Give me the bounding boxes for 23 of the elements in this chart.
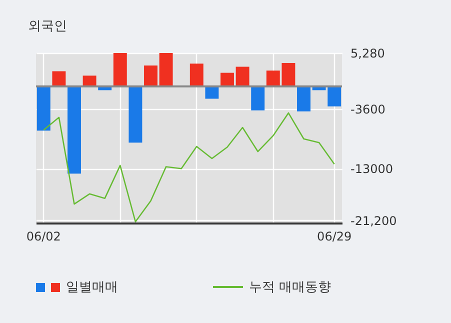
- bar: [52, 71, 66, 86]
- y-tick-label: 5,280: [350, 46, 385, 60]
- bar: [144, 66, 158, 86]
- y-tick-label: -3600: [350, 102, 386, 117]
- bar: [220, 72, 234, 86]
- bar: [113, 53, 127, 86]
- legend-label: 누적 매매동향: [249, 279, 332, 296]
- y-tick-label: -13000: [350, 162, 394, 176]
- x-tick-label: 06/02: [26, 230, 61, 244]
- bar: [128, 86, 142, 143]
- bar: [36, 86, 50, 131]
- bar: [297, 86, 310, 112]
- bar: [190, 64, 204, 86]
- chart-title: 외국인: [28, 19, 67, 34]
- line-series: [43, 112, 335, 222]
- bar: [82, 76, 96, 86]
- bar: [251, 86, 265, 110]
- bar: [236, 66, 250, 86]
- y-tick-label: -21,200: [350, 214, 397, 228]
- legend-label: 일별매매: [66, 279, 118, 296]
- bar: [159, 53, 173, 86]
- x-tick-label: 06/29: [317, 230, 352, 244]
- bar: [68, 86, 81, 174]
